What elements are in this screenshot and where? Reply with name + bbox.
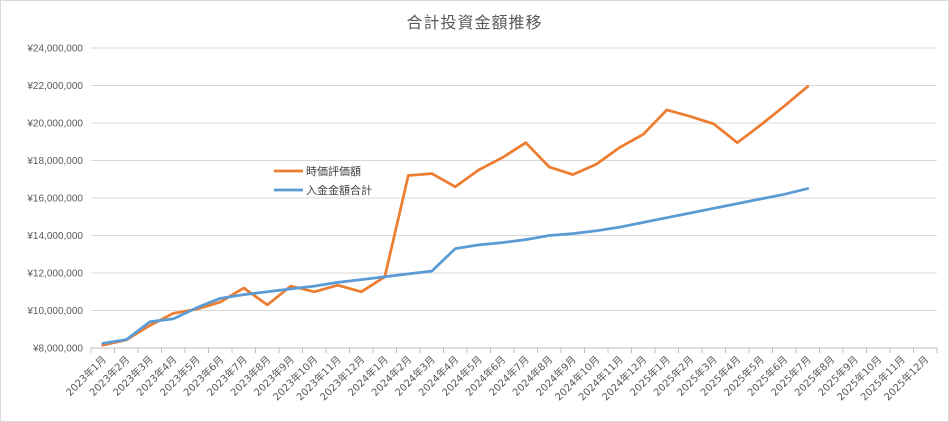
series-line-0[interactable] <box>101 85 810 347</box>
y-tick-label: ¥22,000,000 <box>26 81 83 92</box>
legend-item[interactable]: 時価評価額 <box>274 164 361 178</box>
legend-item[interactable]: 入金金額合計 <box>274 183 372 197</box>
y-tick-label: ¥18,000,000 <box>26 156 83 167</box>
y-tick-label: ¥12,000,000 <box>26 269 83 280</box>
gridlines <box>91 47 937 349</box>
y-tick-label: ¥10,000,000 <box>26 306 83 317</box>
y-axis: ¥8,000,000 ¥10,000,000 ¥12,000,000 ¥14,000,… <box>26 44 83 355</box>
y-tick-label: ¥20,000,000 <box>26 119 83 130</box>
legend-label: 入金金額合計 <box>306 183 372 197</box>
legend-label: 時価評価額 <box>306 164 361 178</box>
series-line-1[interactable] <box>101 187 810 345</box>
plot-lines <box>101 85 810 347</box>
y-tick-label: ¥14,000,000 <box>26 231 83 242</box>
y-tick-label: ¥24,000,000 <box>26 44 83 55</box>
y-tick-label: ¥16,000,000 <box>26 194 83 205</box>
y-tick-label: ¥8,000,000 <box>32 344 83 355</box>
chart-title: 合計投資金額推移 <box>406 13 543 32</box>
x-axis: 2023年1月2023年2月2023年3月2023年4月2023年5月2023年… <box>63 348 938 403</box>
